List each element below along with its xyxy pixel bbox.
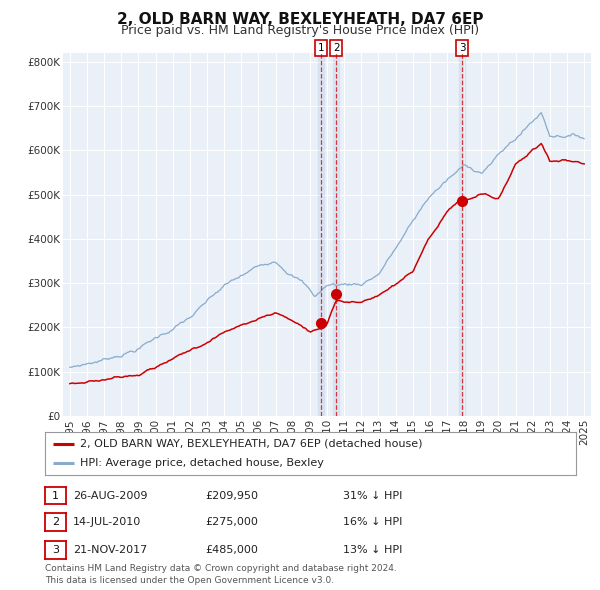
Text: 16% ↓ HPI: 16% ↓ HPI [343,517,403,527]
Text: £209,950: £209,950 [205,491,258,500]
Bar [459,53,466,416]
Text: 14-JUL-2010: 14-JUL-2010 [73,517,142,527]
Text: 2: 2 [52,517,59,527]
Bar [318,53,324,416]
Text: 1: 1 [52,491,59,500]
Text: £485,000: £485,000 [205,545,258,555]
Text: Price paid vs. HM Land Registry's House Price Index (HPI): Price paid vs. HM Land Registry's House … [121,24,479,37]
Text: 3: 3 [52,545,59,555]
Text: 3: 3 [459,43,466,53]
Text: 13% ↓ HPI: 13% ↓ HPI [343,545,403,555]
Text: 26-AUG-2009: 26-AUG-2009 [73,491,148,500]
Text: 2, OLD BARN WAY, BEXLEYHEATH, DA7 6EP: 2, OLD BARN WAY, BEXLEYHEATH, DA7 6EP [117,12,483,27]
Text: 21-NOV-2017: 21-NOV-2017 [73,545,148,555]
Text: HPI: Average price, detached house, Bexley: HPI: Average price, detached house, Bexl… [80,458,323,468]
Text: £275,000: £275,000 [205,517,258,527]
Text: 2, OLD BARN WAY, BEXLEYHEATH, DA7 6EP (detached house): 2, OLD BARN WAY, BEXLEYHEATH, DA7 6EP (d… [80,439,422,449]
Text: 2: 2 [333,43,340,53]
Text: 31% ↓ HPI: 31% ↓ HPI [343,491,403,500]
Text: Contains HM Land Registry data © Crown copyright and database right 2024.
This d: Contains HM Land Registry data © Crown c… [45,565,397,585]
Text: 1: 1 [317,43,325,53]
Bar [333,53,339,416]
